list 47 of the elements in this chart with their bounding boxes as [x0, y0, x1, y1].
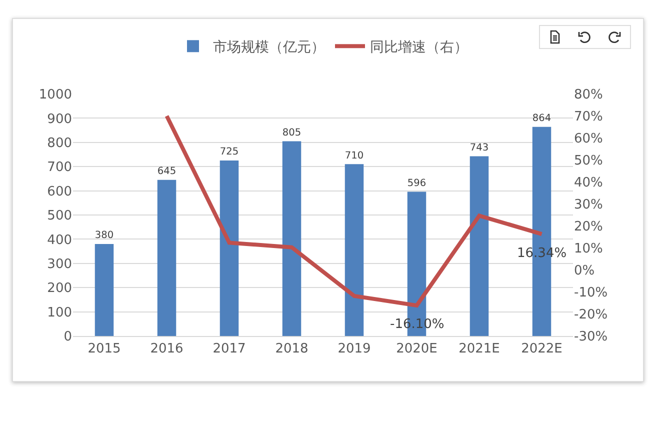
x-tick-label: 2022E — [521, 342, 562, 357]
y-tick-label: 100 — [47, 305, 72, 320]
y-tick-label: 800 — [47, 136, 72, 151]
data-label: 805 — [282, 127, 302, 138]
y-tick-label: 700 — [47, 160, 72, 176]
bar — [157, 180, 176, 336]
y2-tick-label: 70% — [574, 110, 603, 125]
y2-tick-label: -20% — [574, 308, 608, 323]
y2-tick-label: 80% — [574, 88, 603, 103]
data-label: 725 — [220, 146, 239, 158]
bar — [470, 156, 489, 336]
y2-tick-label: 40% — [574, 176, 603, 191]
bar — [220, 160, 239, 336]
data-label: 864 — [532, 113, 552, 124]
x-tick-label: 2015 — [88, 342, 121, 357]
legend-label: 同比增速（右） — [370, 40, 468, 56]
bar — [282, 141, 302, 336]
x-tick-label: 2017 — [212, 342, 246, 357]
y-tick-label: 0 — [64, 330, 72, 345]
y2-tick-label: -10% — [574, 286, 608, 301]
x-tick-label: 2018 — [275, 342, 308, 357]
data-label: 596 — [407, 178, 426, 189]
y2-tick-label: 20% — [574, 220, 603, 235]
y2-tick-label: 60% — [574, 132, 603, 147]
y-tick-label: 400 — [47, 232, 72, 248]
data-label: 710 — [344, 150, 364, 162]
y2-tick-label: 0% — [574, 264, 595, 279]
legend-label: 市场规模（亿元） — [213, 40, 325, 56]
x-tick-label: 2019 — [338, 342, 371, 357]
y-tick-label: 600 — [47, 184, 72, 200]
y-tick-label: 500 — [47, 208, 72, 224]
bar — [344, 164, 364, 336]
y2-tick-label: 10% — [574, 242, 603, 257]
x-tick-label: 2020E — [396, 342, 438, 357]
y-tick-label: 200 — [47, 281, 72, 296]
data-label: 645 — [157, 166, 176, 178]
y2-tick-label: -30% — [574, 330, 608, 345]
x-tick-label: 2021E — [458, 342, 500, 357]
data-label: 743 — [470, 142, 489, 154]
y-tick-label: 900 — [47, 112, 72, 127]
bar — [94, 244, 114, 336]
x-tick-label: 2016 — [150, 342, 184, 357]
data-label: 380 — [94, 230, 114, 242]
y2-tick-label: 30% — [574, 198, 603, 213]
y-tick-label: 300 — [47, 256, 72, 272]
y2-tick-label: 50% — [574, 154, 603, 169]
y-tick-label: 1000 — [38, 88, 72, 103]
